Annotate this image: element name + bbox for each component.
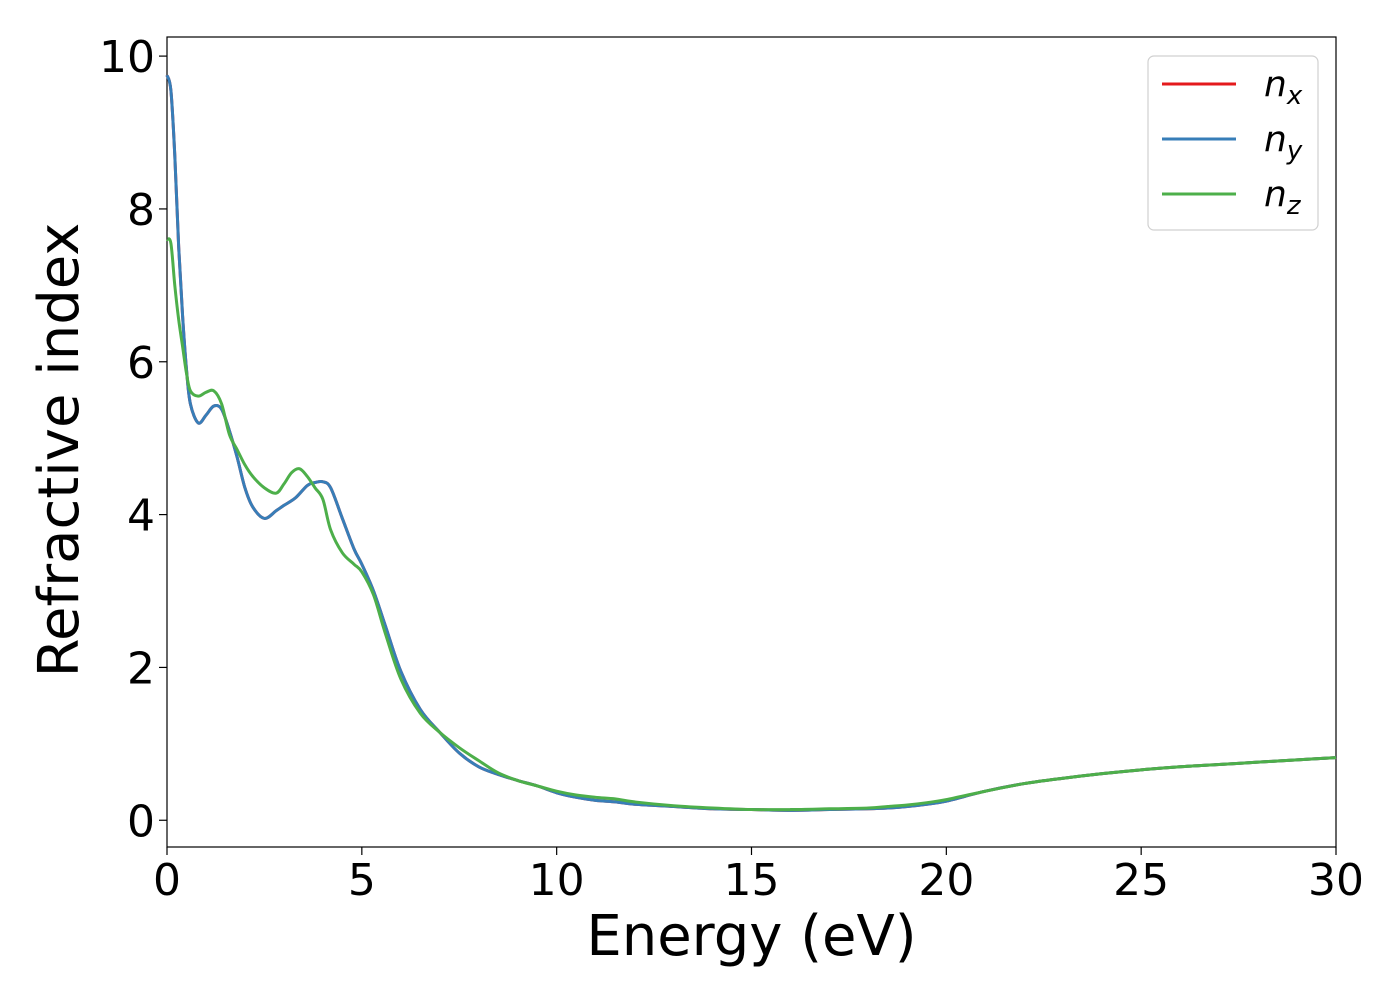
x-axis-title: Energy (eV) [586, 904, 916, 969]
y-axis-title: Refractive index [27, 223, 92, 678]
y-tick-label: 4 [127, 491, 155, 542]
series-lines [165, 74, 1337, 812]
x-tick-label: 10 [529, 855, 585, 906]
y-axis-ticks: 0 2 4 6 8 10 [99, 32, 167, 847]
y-tick-label: 2 [127, 643, 155, 694]
x-tick-label: 5 [348, 855, 376, 906]
y-tick-label: 6 [127, 338, 155, 389]
y-tick-label: 10 [99, 32, 155, 83]
legend-label-z: nz [1264, 174, 1302, 221]
y-tick-label: 8 [127, 185, 155, 236]
x-tick-label: 20 [918, 855, 974, 906]
x-tick-label: 15 [724, 855, 780, 906]
y-tick-label: 0 [127, 796, 155, 847]
legend-label-x: nx [1264, 64, 1303, 111]
legend: nx ny nz [1147, 55, 1319, 231]
x-axis-ticks: 0 5 10 15 20 25 30 [153, 847, 1364, 906]
x-tick-label: 25 [1113, 855, 1169, 906]
legend-label-y: ny [1264, 119, 1303, 166]
x-tick-label: 30 [1308, 855, 1364, 906]
x-tick-label: 0 [153, 855, 181, 906]
legend-box [1147, 55, 1319, 231]
series-line-z [165, 237, 1337, 812]
